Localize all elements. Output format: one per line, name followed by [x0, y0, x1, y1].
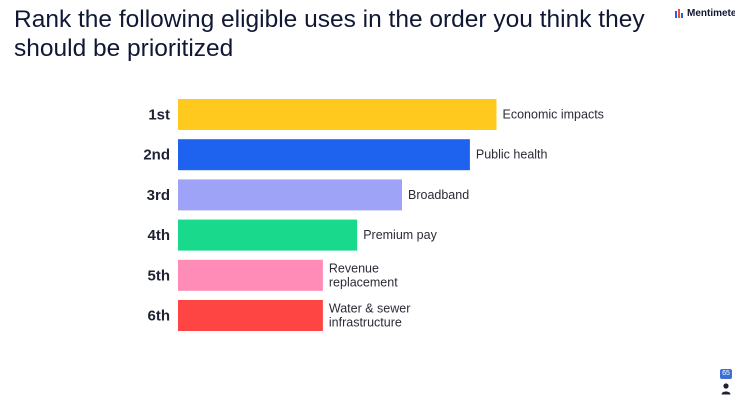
bar — [178, 300, 323, 331]
bar-label: Revenue replacement — [329, 261, 398, 289]
bar — [178, 259, 323, 291]
mentimeter-logo-icon — [675, 9, 683, 18]
rank-label: 2nd — [143, 147, 170, 164]
bar-label: Water & sewer infrastructure — [329, 302, 411, 330]
rank-label: 1st — [148, 107, 170, 124]
bar — [178, 139, 470, 171]
rank-label: 6th — [148, 308, 171, 325]
bar — [178, 219, 358, 251]
brand-name: Mentimeter — [687, 8, 735, 19]
bar-label: Premium pay — [363, 228, 437, 242]
rank-label: 5th — [148, 267, 171, 284]
bar-label: Public health — [476, 148, 548, 162]
rank-label: 4th — [148, 227, 171, 244]
person-icon[interactable] — [717, 380, 735, 398]
brand-logo: Mentimeter — [675, 8, 735, 19]
participant-count-badge: 65 — [720, 369, 732, 379]
bar-label: Broadband — [408, 188, 469, 202]
bar — [178, 179, 402, 211]
bar-label: Economic impacts — [503, 108, 604, 122]
rank-label: 3rd — [147, 187, 170, 204]
question-title: Rank the following eligible uses in the … — [14, 6, 645, 62]
bar — [178, 99, 497, 130]
